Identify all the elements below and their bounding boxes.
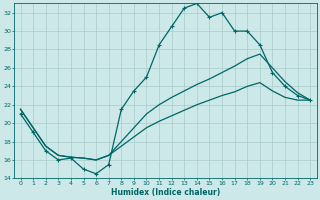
X-axis label: Humidex (Indice chaleur): Humidex (Indice chaleur) xyxy=(111,188,220,197)
